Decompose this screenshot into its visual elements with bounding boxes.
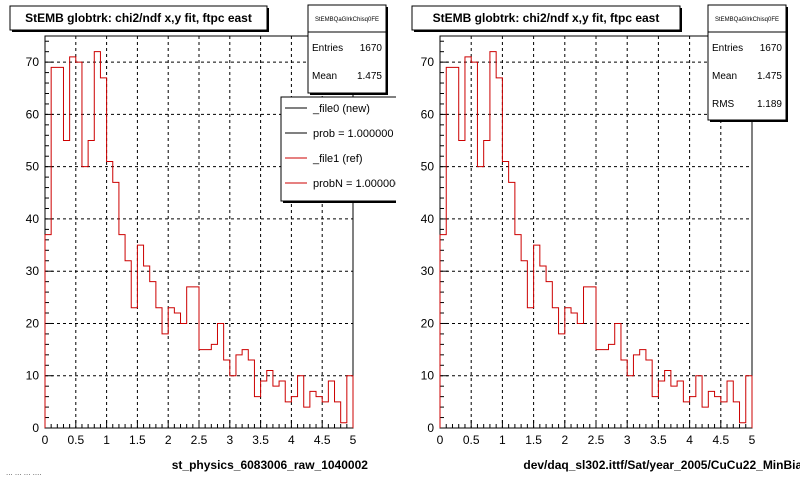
y-tick-label: 0 — [32, 421, 39, 435]
stats-value: 1670 — [760, 43, 783, 54]
histogram-panel-2: 0 0.5 1 1.5 2 2.5 3 3.5 4 4.5 5010203040506070dev/… — [411, 4, 800, 472]
stats-value: 1670 — [360, 43, 383, 54]
stats-box — [707, 4, 787, 121]
x-tick-label: 4.5 — [712, 433, 729, 447]
chart-title: StEMB globtrk: chi2/ndf x,y fit, ftpc ea… — [25, 11, 252, 25]
stats-value: 1.475 — [757, 71, 782, 82]
plot-frame — [439, 35, 753, 429]
stats-label: Mean — [312, 71, 337, 82]
y-tick-label: 20 — [421, 316, 435, 330]
x-tick-label: 1.5 — [525, 433, 542, 447]
legend-entry: _file1 (ref) — [312, 153, 363, 165]
x-tick-label: 3 — [226, 433, 233, 447]
histogram-panel-1: 0 0.5 1 1.5 2 2.5 3 3.5 4 4.5 5010203040506070st_p… — [9, 4, 401, 472]
x-tick-label: 2.5 — [588, 433, 605, 447]
stats-name: StEMBQaGlrkChisq0FE — [715, 17, 779, 23]
x-tick-label: 5 — [350, 433, 357, 447]
bottom-note: ... ... ... .... — [6, 468, 42, 477]
stats-label: Entries — [312, 43, 343, 54]
stats-label: Mean — [712, 71, 737, 82]
stats-label: Entries — [712, 43, 743, 54]
x-tick-label: 4 — [288, 433, 295, 447]
histogram-series-1 — [440, 51, 752, 424]
x-tick-label: 3.5 — [650, 433, 667, 447]
x-tick-label: 0 — [42, 433, 49, 447]
y-tick-label: 10 — [421, 369, 435, 383]
title-box — [9, 5, 268, 31]
legend-entry: prob = 1.000000 — [313, 128, 393, 140]
legend-box — [280, 96, 396, 202]
histogram-series-1 — [45, 51, 353, 424]
stats-value: 1.189 — [757, 99, 782, 110]
y-tick-label: 30 — [421, 264, 435, 278]
x-tick-label: 1 — [103, 433, 110, 447]
x-tick-label: 2.5 — [191, 433, 208, 447]
y-tick-label: 70 — [421, 55, 435, 69]
x-tick-label: 1 — [499, 433, 506, 447]
legend: _file0 (new) prob = 1.000000 _file1 (ref) p… — [280, 96, 401, 203]
x-axis-label: dev/daq_sl302.ittf/Sat/year_2005/CuCu22_… — [523, 458, 800, 472]
y-tick-label: 60 — [421, 107, 435, 121]
x-tick-label: 2 — [561, 433, 568, 447]
x-axis-label: st_physics_6083006_raw_1040002 — [172, 458, 368, 472]
legend-entry: _file0 (new) — [312, 103, 370, 115]
x-tick-label: 5 — [749, 433, 756, 447]
y-tick-label: 20 — [26, 316, 40, 330]
y-tick-label: 50 — [421, 160, 435, 174]
x-tick-label: 0.5 — [67, 433, 84, 447]
plot-frame — [44, 35, 354, 429]
y-tick-label: 40 — [26, 212, 40, 226]
title-box — [411, 5, 681, 31]
stats-name: StEMBQaGlrkChisq0FE — [315, 17, 379, 23]
legend-entry: probN = 1.000000 — [313, 178, 401, 190]
y-tick-label: 60 — [26, 107, 40, 121]
stats-value: 1.475 — [357, 71, 382, 82]
y-tick-label: 30 — [26, 264, 40, 278]
x-tick-label: 2 — [165, 433, 172, 447]
y-tick-label: 70 — [26, 55, 40, 69]
y-tick-label: 50 — [26, 160, 40, 174]
x-tick-label: 4.5 — [314, 433, 331, 447]
x-tick-label: 1.5 — [129, 433, 146, 447]
y-tick-label: 40 — [421, 212, 435, 226]
x-tick-label: 4 — [686, 433, 693, 447]
y-tick-label: 10 — [26, 369, 40, 383]
x-tick-label: 0 — [437, 433, 444, 447]
x-tick-label: 3 — [624, 433, 631, 447]
x-tick-label: 3.5 — [252, 433, 269, 447]
chart-title: StEMB globtrk: chi2/ndf x,y fit, ftpc ea… — [433, 11, 660, 25]
y-tick-label: 0 — [427, 421, 434, 435]
x-tick-label: 0.5 — [463, 433, 480, 447]
stats-box — [307, 4, 387, 94]
stats-label: RMS — [712, 99, 735, 110]
